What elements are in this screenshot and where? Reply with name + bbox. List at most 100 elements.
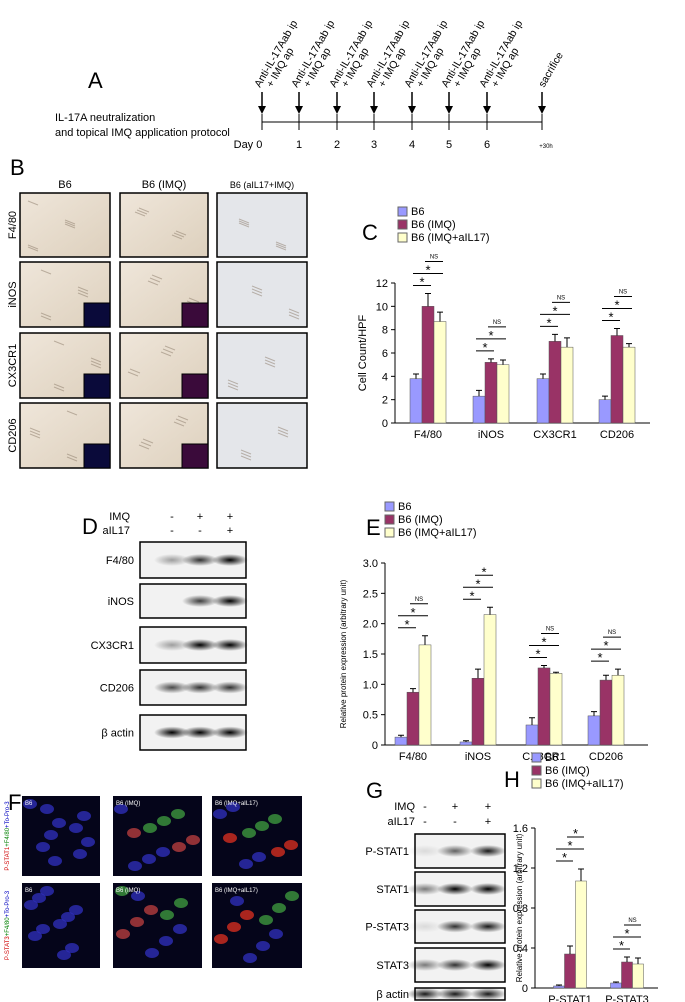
significance-label: * — [608, 310, 613, 325]
histology-image — [119, 192, 209, 258]
y-tick-label: 0 — [522, 983, 528, 995]
significance-label: NS — [493, 320, 501, 326]
error-bar — [603, 674, 609, 681]
fluorescence-inset — [181, 302, 209, 328]
error-bar — [422, 635, 428, 645]
y-tick-label: 0 — [372, 740, 378, 752]
legend-swatch — [397, 219, 408, 230]
tissue-fiber — [277, 426, 289, 432]
cell-signal — [127, 828, 141, 838]
cell-signal — [24, 900, 38, 910]
cell-signal — [171, 809, 185, 819]
legend-label: B6 (IMQ) — [545, 765, 590, 777]
row-label: CD206 — [7, 418, 19, 452]
protein-label: iNOS — [108, 596, 134, 608]
tissue-fiber — [40, 312, 52, 318]
legend-swatch — [397, 206, 408, 217]
tissue-fiber — [173, 421, 185, 427]
significance-label: * — [573, 826, 578, 841]
cell-signal — [142, 854, 156, 864]
tissue-fiber — [288, 311, 300, 317]
panel-letter: F — [8, 790, 21, 815]
stain-label-part: +F4/80 — [5, 827, 11, 847]
y-tick-label: 2.5 — [363, 588, 378, 600]
y-tick-label: 0 — [382, 418, 388, 430]
stain-label-part: P-STAT1 — [5, 846, 11, 870]
y-tick-label: 3.0 — [363, 558, 378, 570]
fluorescence-inset — [181, 373, 209, 399]
cell-signal — [243, 953, 257, 963]
tissue-fiber — [27, 246, 39, 252]
significance-label: * — [597, 650, 602, 665]
blot-band — [470, 988, 506, 1000]
stain-label-part: +F4/80 — [5, 917, 11, 937]
tissue-fiber — [240, 449, 252, 455]
cell-signal — [69, 823, 83, 833]
x-tick-label: CD206 — [589, 751, 623, 763]
cell-signal — [32, 893, 46, 903]
tissue-fiber — [164, 345, 176, 351]
blot-band — [437, 988, 473, 1000]
cell-signal — [48, 856, 62, 866]
bar — [553, 985, 565, 989]
cell-signal — [256, 941, 270, 951]
tissue-fiber — [251, 285, 263, 291]
cell-signal — [223, 833, 237, 843]
blot-band — [407, 988, 443, 1000]
cell-signal — [239, 859, 253, 869]
legend-label: B6 — [411, 206, 424, 218]
significance-label: * — [619, 938, 624, 953]
error-bar — [500, 359, 506, 365]
histology-image — [216, 402, 308, 469]
error-bar — [602, 395, 608, 400]
x-tick-label: F4/80 — [399, 751, 427, 763]
tissue-fiber — [162, 348, 174, 354]
blot-band — [212, 554, 248, 566]
tissue-fiber — [227, 379, 239, 385]
x-tick-label: F4/80 — [414, 429, 442, 441]
protocol-title: IL-17A neutralization — [55, 112, 155, 124]
bar — [610, 982, 622, 989]
legend-swatch — [384, 527, 395, 538]
tissue-fiber — [275, 243, 287, 249]
cell-signal — [36, 842, 50, 852]
bar — [549, 673, 563, 746]
y-axis-label: Relative protein expression (arbitrary u… — [515, 833, 524, 982]
panel-letter: G — [366, 778, 383, 803]
x-tick-label: iNOS — [478, 429, 504, 441]
significance-label: * — [603, 638, 608, 653]
error-bar — [578, 868, 584, 881]
arrow-head — [445, 106, 453, 114]
bar — [472, 395, 486, 424]
cell-signal — [57, 950, 71, 960]
error-bar — [635, 957, 641, 964]
tissue-fiber — [240, 455, 252, 461]
significance-label: * — [567, 838, 572, 853]
bar — [471, 678, 485, 746]
image-label: B6 (IMQ+aIL17) — [215, 888, 258, 894]
tissue-fiber — [277, 429, 289, 435]
condition-sign: + — [485, 801, 491, 813]
histology-image — [216, 192, 308, 258]
blot-band — [407, 883, 443, 895]
legend-label: B6 — [398, 501, 411, 513]
significance-label: * — [624, 926, 629, 941]
blot-band — [437, 845, 473, 857]
error-bar — [556, 984, 562, 986]
tissue-fiber — [53, 386, 65, 392]
y-tick-label: 4 — [382, 371, 388, 383]
tissue-fiber — [40, 315, 52, 321]
fluorescence-inset — [83, 302, 111, 328]
cell-signal — [114, 804, 128, 814]
cell-signal — [77, 811, 91, 821]
y-axis-label: Cell Count/HPF — [357, 315, 369, 392]
column-header: B6 — [58, 179, 71, 191]
panel-letter: D — [82, 514, 98, 539]
condition-sign: + — [227, 525, 233, 537]
cell-signal — [128, 861, 142, 871]
condition-label: IMQ — [109, 511, 130, 523]
tissue-fiber — [27, 200, 39, 206]
tissue-fiber — [27, 244, 39, 250]
error-bar — [529, 717, 535, 725]
cell-signal — [44, 830, 58, 840]
